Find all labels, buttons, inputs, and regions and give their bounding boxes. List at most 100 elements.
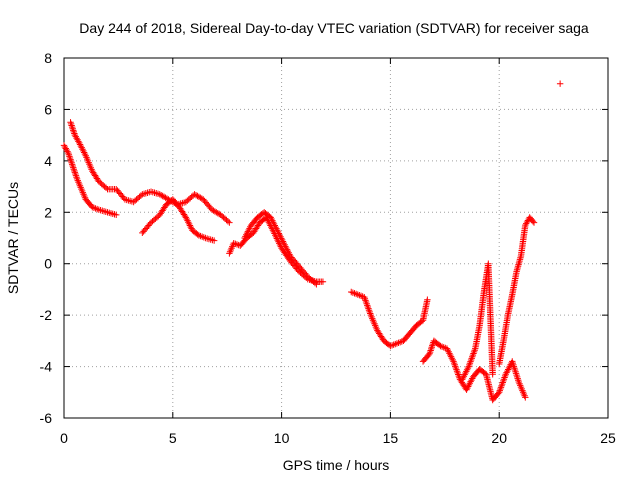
data-point: [278, 236, 286, 244]
data-point: [503, 369, 510, 376]
data-point: [69, 162, 76, 170]
chart-title: Day 244 of 2018, Sidereal Day-to-day VTE…: [79, 20, 589, 36]
data-point: [224, 218, 232, 225]
data-point: [428, 344, 435, 351]
series-track-e: [241, 209, 320, 288]
data-point: [313, 281, 320, 288]
data-point: [447, 351, 454, 359]
data-point: [268, 215, 275, 223]
x-tick-label: 25: [600, 430, 616, 446]
series-track-h: [459, 260, 496, 383]
data-point: [464, 383, 472, 390]
data-point: [530, 219, 538, 226]
data-point: [70, 128, 77, 136]
data-point: [284, 247, 292, 255]
y-tick-label: 8: [44, 50, 52, 66]
data-point: [464, 384, 471, 392]
data-point: [245, 226, 252, 234]
data-point: [70, 127, 77, 134]
y-axis-label: SDTVAR / TECUs: [5, 182, 21, 294]
data-point: [65, 151, 73, 158]
x-axis-label: GPS time / hours: [283, 457, 390, 473]
data-point: [351, 290, 358, 297]
data-point: [76, 139, 83, 147]
y-tick-labels: -6 -4 -2 0 2 4 6 8: [40, 50, 53, 426]
series-track-a: [60, 142, 120, 219]
data-point: [267, 214, 274, 221]
data-point: [283, 244, 290, 252]
data-point: [504, 367, 511, 375]
data-point: [463, 366, 471, 373]
data-point: [280, 239, 287, 247]
series-track-f: [348, 288, 431, 350]
data-point: [70, 166, 77, 173]
data-point: [285, 249, 292, 256]
data-point: [66, 153, 73, 160]
data-point: [93, 205, 101, 213]
data-point: [72, 172, 80, 179]
data-point: [437, 342, 444, 350]
data-point: [522, 394, 529, 401]
data-point: [67, 156, 74, 163]
data-point: [274, 228, 282, 236]
data-point: [77, 142, 85, 150]
data-point: [68, 122, 75, 129]
x-tick-label: 15: [383, 430, 399, 446]
data-point: [275, 230, 283, 237]
axis-ticks: [63, 57, 609, 419]
data-point: [388, 342, 396, 349]
data-point: [113, 211, 120, 219]
data-point: [440, 344, 447, 351]
series-track-i: [496, 214, 538, 368]
data-point: [269, 217, 276, 224]
data-point: [76, 141, 84, 148]
data-point: [270, 220, 278, 228]
grid-lines: [64, 58, 608, 418]
data-point: [273, 225, 280, 232]
data-point: [243, 231, 250, 238]
data-point: [505, 364, 513, 372]
data-point: [426, 350, 433, 357]
x-tick-label: 5: [169, 430, 177, 446]
data-point: [242, 233, 249, 240]
data-point: [71, 130, 78, 137]
data-point: [462, 369, 469, 377]
y-tick-label: -2: [40, 307, 53, 323]
data-point: [387, 342, 394, 350]
data-point: [79, 146, 86, 153]
data-point: [68, 159, 75, 166]
data-point: [184, 217, 191, 224]
data-point: [447, 353, 455, 360]
data-point: [69, 125, 76, 132]
x-tick-label: 10: [274, 430, 290, 446]
data-point: [429, 342, 436, 349]
data-point: [463, 386, 470, 393]
data-point: [356, 292, 363, 299]
data-point: [66, 154, 74, 162]
data-point: [449, 356, 456, 364]
data-point: [348, 288, 355, 296]
data-point: [396, 338, 404, 346]
data-point: [276, 231, 283, 239]
data-point: [68, 161, 76, 168]
data-point: [459, 374, 467, 382]
data-point: [460, 373, 468, 380]
data-point: [278, 235, 285, 242]
data-point: [272, 223, 279, 231]
data-point: [502, 371, 509, 378]
series-track-g: [419, 337, 529, 404]
data-point: [281, 241, 288, 248]
data-point: [461, 371, 468, 378]
data-point: [428, 345, 435, 353]
data-point: [182, 214, 190, 221]
data-point: [81, 150, 89, 158]
data-point: [489, 371, 496, 378]
data-point: [311, 279, 319, 287]
data-point: [68, 123, 76, 131]
data-point: [459, 376, 466, 383]
data-point: [424, 296, 431, 303]
data-point: [277, 233, 284, 240]
x-tick-label: 0: [60, 430, 68, 446]
data-point: [65, 149, 72, 157]
